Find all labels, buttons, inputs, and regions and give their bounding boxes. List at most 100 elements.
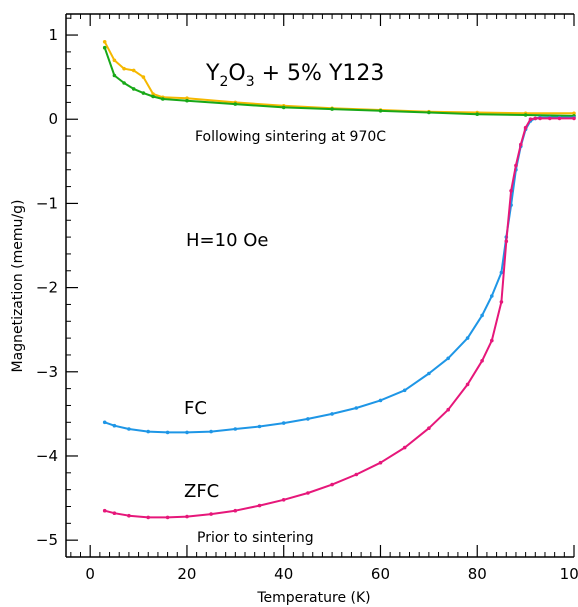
series-4-point [523,125,528,130]
y-tick-label: −3 [36,363,58,381]
series-4-point [504,239,509,244]
series-3-point [402,388,407,393]
annotation-zfc: ZFC [184,481,219,502]
y-tick-label: −5 [36,531,58,549]
series-1-point [122,66,126,71]
series-4-point [330,482,334,487]
title-part-a: Y [205,61,220,86]
series-4-point [446,407,451,412]
series-4-point [165,515,170,520]
series-3-point [165,430,170,435]
annotation-before-sintering: Prior to sintering [197,530,314,546]
y-tick-label: 1 [48,26,58,44]
title-subscript-a: 2 [219,74,228,90]
series-3-point [233,427,238,431]
series-layer [102,40,576,520]
chart-title: Y2O3 + 5% Y123 [205,61,384,90]
series-4-point [519,142,523,147]
series-2-point [475,112,480,116]
series-2-point [151,94,155,99]
series-1-point [112,58,117,63]
x-tick-label: 0 [85,565,95,583]
series-3-point [306,417,310,421]
y-tick-label: −4 [36,447,58,465]
series-3-point [209,429,213,434]
series-4-point [490,338,494,343]
series-3-point [480,313,484,318]
x-tick-label: 20 [177,565,196,583]
series-4-point [514,163,518,168]
title-part-b: O [228,61,245,86]
x-tick-label: 60 [371,565,390,583]
series-4-point [572,116,576,121]
series-2-point [185,98,189,103]
series-2 [102,45,576,118]
series-4-point [538,116,542,121]
series-2-point [122,81,126,85]
annotation-field: H=10 Oe [186,230,269,251]
series-1-point [102,40,107,44]
series-3-point [446,356,451,361]
series-2-point [131,87,136,91]
x-tick-label: 40 [274,565,293,583]
series-4-line [104,117,574,519]
series-4-point [533,116,538,121]
series-4-point [402,445,407,450]
series-4-point [509,189,513,193]
series-1-point [572,111,576,116]
series-4-point [528,117,533,121]
series-3-point [185,430,189,435]
y-tick-label: −1 [36,194,58,212]
series-4 [102,116,576,520]
series-3-point [330,412,334,416]
series-3-point [354,406,359,410]
series-4-point [480,359,484,363]
series-3-point [257,424,262,429]
axes: 0 20 40 60 80 100 1 0 −1 −2 −3 −4 −5 [36,13,578,583]
series-4-point [112,511,117,515]
series-2-point [141,91,146,95]
series-2-point [378,109,383,113]
series-3-point [102,420,107,425]
annotation-fc: FC [184,398,207,419]
series-4-point [465,382,470,387]
y-tick-label: 0 [48,110,58,128]
series-1-line [103,41,574,115]
series-3-point [127,427,131,431]
series-4-point [548,116,552,121]
series-2-point [281,105,286,110]
series-4-point [257,503,262,508]
series-2-point [102,45,107,50]
series-4-point [306,491,310,495]
x-tick-label: 80 [468,565,487,583]
series-2-point [161,97,165,101]
x-tick-label: 100 [560,565,578,583]
series-4-point [233,508,238,513]
y-tick-label: −2 [36,279,58,297]
series-4-point [427,426,431,431]
series-3-point [465,336,470,340]
series-1-point [185,96,189,100]
title-part-c: + 5% Y123 [255,61,385,86]
series-3 [102,115,576,435]
series-3-point [490,294,494,298]
series-3-point [146,429,150,434]
series-4-point [378,460,383,465]
series-4-point [209,512,213,516]
series-4-point [499,300,504,304]
series-4-point [281,498,286,502]
series-4-point [354,472,359,477]
series-2-point [330,107,334,111]
title-subscript-b: 3 [246,74,255,90]
series-4-point [146,515,150,520]
series-3-point [378,398,383,403]
series-4-point [102,508,107,513]
series-2-point [427,110,431,115]
series-2-point [523,113,528,117]
series-2-point [112,73,117,78]
series-4-point [185,514,189,519]
series-2-line [103,47,575,117]
series-3-point [281,421,286,425]
series-3-point [112,423,117,428]
